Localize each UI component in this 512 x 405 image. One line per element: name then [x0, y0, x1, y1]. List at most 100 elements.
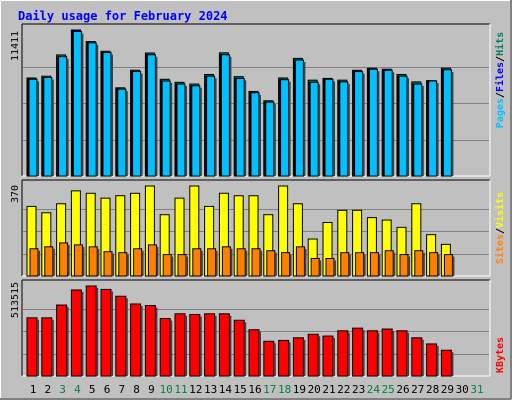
sites-bar-day-2	[44, 246, 54, 277]
kbytes-bar-day-8	[130, 303, 142, 377]
pages-bar-day-12-shadow	[199, 87, 202, 176]
x-tick-label-day-20: 20	[308, 383, 321, 396]
pages-bar-day-19-shadow	[303, 62, 306, 176]
sites-bar-day-5	[88, 246, 98, 277]
kbytes-bar-day-28-shadow	[436, 345, 439, 376]
sites-bar-day-6-shadow	[112, 253, 114, 276]
sites-bar-day-22	[340, 252, 350, 277]
sites-bar-day-26	[399, 254, 409, 277]
x-tick-label-day-3: 3	[59, 383, 66, 396]
pages-bar-day-5-shadow	[96, 44, 99, 176]
x-tick-label-day-18: 18	[278, 383, 291, 396]
sites-bar-day-21-shadow	[334, 260, 336, 276]
kbytes-bar-day-26	[396, 330, 408, 377]
labels: 11411370513515Pages/Files/HitsSites/Visi…	[10, 31, 506, 396]
kbytes-bar-day-7-shadow	[125, 298, 128, 376]
kbytes-bar-day-24-shadow	[377, 332, 380, 376]
legend-hits-files-pages-pages: Pages	[495, 98, 506, 128]
kbytes-bar-day-29-shadow	[451, 352, 454, 376]
kbytes-bar-day-2	[41, 317, 53, 377]
pages-bar-day-18-shadow	[288, 81, 291, 176]
sites-bar-day-14-shadow	[230, 248, 233, 276]
pages-bar-day-13	[206, 75, 216, 177]
x-tick-label-day-14: 14	[219, 383, 233, 396]
pages-bar-day-15-shadow	[244, 80, 247, 176]
x-tick-label-day-21: 21	[322, 383, 335, 396]
bars	[26, 29, 455, 377]
x-tick-label-day-19: 19	[293, 383, 306, 396]
pages-bar-day-1-shadow	[37, 81, 39, 176]
pages-bar-day-2	[43, 77, 53, 177]
pages-bar-day-19	[294, 59, 304, 177]
x-tick-label-day-5: 5	[89, 383, 96, 396]
pages-bar-day-21	[324, 78, 334, 177]
sites-bar-day-18	[281, 252, 291, 277]
pages-bar-day-26	[398, 75, 408, 177]
sites-bar-day-12-shadow	[200, 250, 203, 276]
kbytes-bar-day-4-shadow	[81, 291, 84, 376]
legend-visits-sites-visits: Visits	[494, 192, 506, 228]
sites-bar-day-10-shadow	[171, 256, 174, 276]
sites-bar-day-13	[207, 248, 217, 277]
kbytes-bar-day-28	[426, 343, 438, 377]
x-tick-label-day-24: 24	[367, 383, 381, 396]
sites-bar-day-9	[147, 244, 157, 277]
kbytes-bar-day-15	[233, 319, 245, 377]
pages-bar-day-23	[354, 71, 364, 177]
sites-bar-day-8-shadow	[141, 250, 144, 276]
pages-bar-day-14-shadow	[229, 56, 232, 176]
sites-bar-day-15-shadow	[245, 250, 248, 276]
kbytes-bar-day-22-shadow	[347, 332, 350, 376]
kbytes-bar-day-16	[248, 329, 260, 377]
pages-bar-day-10	[161, 80, 171, 177]
sites-bar-day-8	[133, 248, 143, 277]
sites-bar-day-27-shadow	[422, 252, 425, 276]
kbytes-bar-day-13	[204, 313, 216, 377]
pages-bar-day-9	[146, 54, 156, 177]
pages-bar-day-8	[132, 71, 142, 177]
pages-bar-day-3-shadow	[66, 58, 69, 176]
sites-bar-day-11	[177, 254, 187, 277]
kbytes-bar-day-21	[322, 335, 334, 377]
x-tick-label-day-8: 8	[133, 383, 140, 396]
sites-bar-day-28-shadow	[437, 254, 440, 276]
pages-bar-day-27-shadow	[421, 86, 424, 176]
pages-bar-day-2-shadow	[51, 79, 54, 176]
kbytes-bar-day-3	[56, 304, 68, 377]
pages-bar-day-20-shadow	[318, 84, 321, 176]
sites-bar-day-23-shadow	[363, 254, 366, 276]
pages-bar-day-25	[383, 69, 393, 177]
pages-bar-day-20	[309, 81, 319, 177]
pages-bar-day-4-shadow	[81, 33, 84, 176]
legend-hits-files-pages-separator: /	[495, 92, 506, 98]
sites-bar-day-7-shadow	[126, 254, 129, 276]
sites-bar-day-24-shadow	[378, 254, 381, 276]
sites-bar-day-11-shadow	[186, 256, 188, 276]
sites-bar-day-7	[118, 252, 128, 277]
pages-bar-day-15	[235, 77, 245, 177]
x-tick-label-day-9: 9	[148, 383, 155, 396]
sites-bar-day-1-shadow	[38, 250, 40, 276]
x-tick-label-day-26: 26	[396, 383, 409, 396]
pages-bar-day-24-shadow	[377, 71, 380, 176]
pages-bar-day-13-shadow	[214, 78, 217, 176]
sites-bar-day-5-shadow	[97, 248, 100, 276]
kbytes-bar-day-23-shadow	[362, 330, 365, 376]
kbytes-bar-day-14	[218, 313, 230, 377]
sites-bar-day-3-shadow	[67, 244, 70, 276]
legend-visits-sites: Sites/Visits	[494, 192, 506, 264]
kbytes-bar-day-3-shadow	[66, 307, 69, 376]
chart-title: Daily usage for February 2024	[18, 9, 228, 23]
kbytes-bar-day-24	[366, 330, 378, 377]
x-tick-label-day-7: 7	[118, 383, 125, 396]
kbytes-bar-day-20-shadow	[318, 336, 321, 376]
kbytes-bar-day-20	[307, 333, 319, 377]
sites-bar-day-25-shadow	[393, 252, 396, 276]
sites-bar-day-21	[325, 257, 335, 277]
x-tick-label-day-25: 25	[382, 383, 395, 396]
sites-bar-day-14	[221, 246, 231, 277]
x-tick-label-day-4: 4	[74, 383, 81, 396]
legend-visits-sites-separator: /	[495, 228, 506, 234]
x-tick-label-day-2: 2	[44, 383, 51, 396]
